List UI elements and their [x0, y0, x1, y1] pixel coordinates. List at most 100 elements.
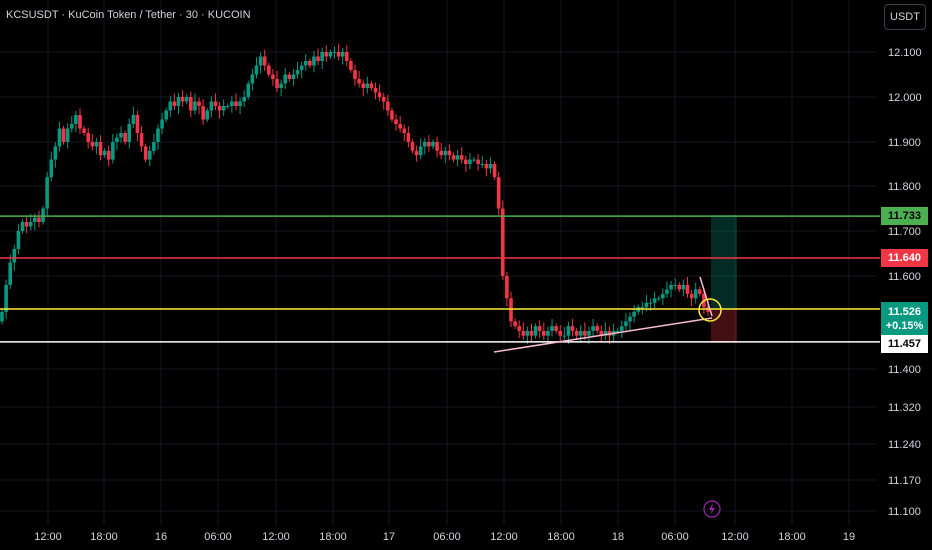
candle — [106, 145, 111, 167]
trendline-short[interactable] — [699, 276, 713, 317]
candle — [201, 99, 205, 125]
candle — [328, 49, 333, 60]
candle — [308, 58, 312, 69]
candle — [320, 47, 324, 70]
candle — [115, 133, 119, 150]
x-tick-label: 06:00 — [661, 531, 689, 543]
grid — [0, 0, 876, 525]
candle — [390, 107, 394, 123]
y-tick-label: 11.170 — [888, 475, 921, 487]
candle — [464, 155, 468, 172]
candle — [414, 145, 419, 162]
y-tick-label: 12.000 — [888, 92, 922, 104]
candle — [365, 76, 370, 94]
x-tick-label: 18:00 — [90, 531, 118, 543]
y-tick-label: 11.900 — [888, 137, 921, 149]
support-price-label: 11.457 — [881, 335, 928, 353]
long-position-stop-zone — [711, 309, 737, 343]
candle — [271, 69, 275, 86]
candle — [250, 69, 255, 91]
candle — [279, 79, 283, 97]
candle — [8, 254, 13, 289]
candle — [131, 106, 136, 129]
y-tick-label: 12.100 — [888, 47, 922, 59]
candle — [439, 142, 443, 160]
candle — [620, 320, 624, 339]
candle — [65, 123, 70, 149]
currency-button[interactable]: USDT — [884, 4, 926, 30]
candle — [377, 84, 382, 102]
candle — [570, 319, 575, 337]
x-tick-label: 12:00 — [490, 531, 518, 543]
candle — [669, 280, 673, 298]
candle — [217, 101, 222, 119]
candle — [361, 79, 366, 97]
candle — [164, 107, 168, 123]
candle — [267, 62, 271, 78]
candle — [24, 216, 29, 234]
candle — [0, 309, 4, 325]
candle — [480, 156, 485, 168]
candle — [340, 47, 345, 65]
candle — [451, 152, 456, 163]
candles — [0, 43, 710, 345]
candle — [583, 322, 587, 340]
candle — [443, 146, 448, 164]
highlight-circle[interactable] — [698, 298, 722, 322]
candle — [468, 153, 472, 170]
candle — [521, 322, 526, 340]
candle — [160, 112, 164, 134]
x-tick-label: 18:00 — [319, 531, 347, 543]
candle — [119, 126, 123, 143]
y-tick-label: 11.700 — [888, 226, 921, 238]
candle — [225, 103, 230, 109]
candle — [189, 91, 193, 118]
current-price: 11.526 — [887, 306, 922, 318]
candle — [554, 323, 558, 334]
trendline[interactable] — [493, 317, 713, 353]
candle — [496, 171, 501, 216]
candle — [275, 70, 279, 93]
candle — [139, 126, 144, 152]
candle — [455, 149, 460, 167]
candle — [537, 320, 542, 339]
candle — [373, 82, 378, 100]
candle — [652, 291, 657, 309]
candle — [242, 90, 246, 107]
candle — [258, 52, 263, 74]
candle — [111, 133, 115, 164]
candle — [135, 110, 140, 142]
candle — [193, 93, 197, 115]
x-tick-label: 18 — [612, 531, 624, 543]
candle — [599, 325, 604, 343]
candle — [513, 318, 517, 329]
candle — [410, 139, 415, 154]
candle — [353, 64, 357, 86]
candle — [230, 96, 234, 113]
candle — [102, 148, 107, 158]
y-tick-label: 11.800 — [888, 181, 921, 193]
x-tick-label: 16 — [155, 531, 167, 543]
candle — [316, 48, 320, 66]
candle — [447, 144, 452, 161]
x-tick-label: 17 — [383, 531, 395, 543]
candle — [234, 93, 238, 111]
candle — [45, 171, 49, 216]
candle — [406, 126, 411, 148]
candle — [246, 80, 251, 100]
candle — [492, 161, 497, 180]
candle — [344, 45, 349, 67]
candle — [603, 322, 608, 340]
candle — [295, 61, 300, 79]
lightning-icon[interactable] — [703, 500, 721, 518]
candle — [484, 160, 489, 177]
candle — [685, 276, 690, 298]
candle — [595, 323, 599, 334]
candle — [156, 124, 160, 150]
candle — [681, 279, 686, 297]
candle — [94, 137, 99, 155]
candle — [697, 286, 702, 297]
candle — [172, 93, 177, 111]
candle — [168, 96, 173, 118]
